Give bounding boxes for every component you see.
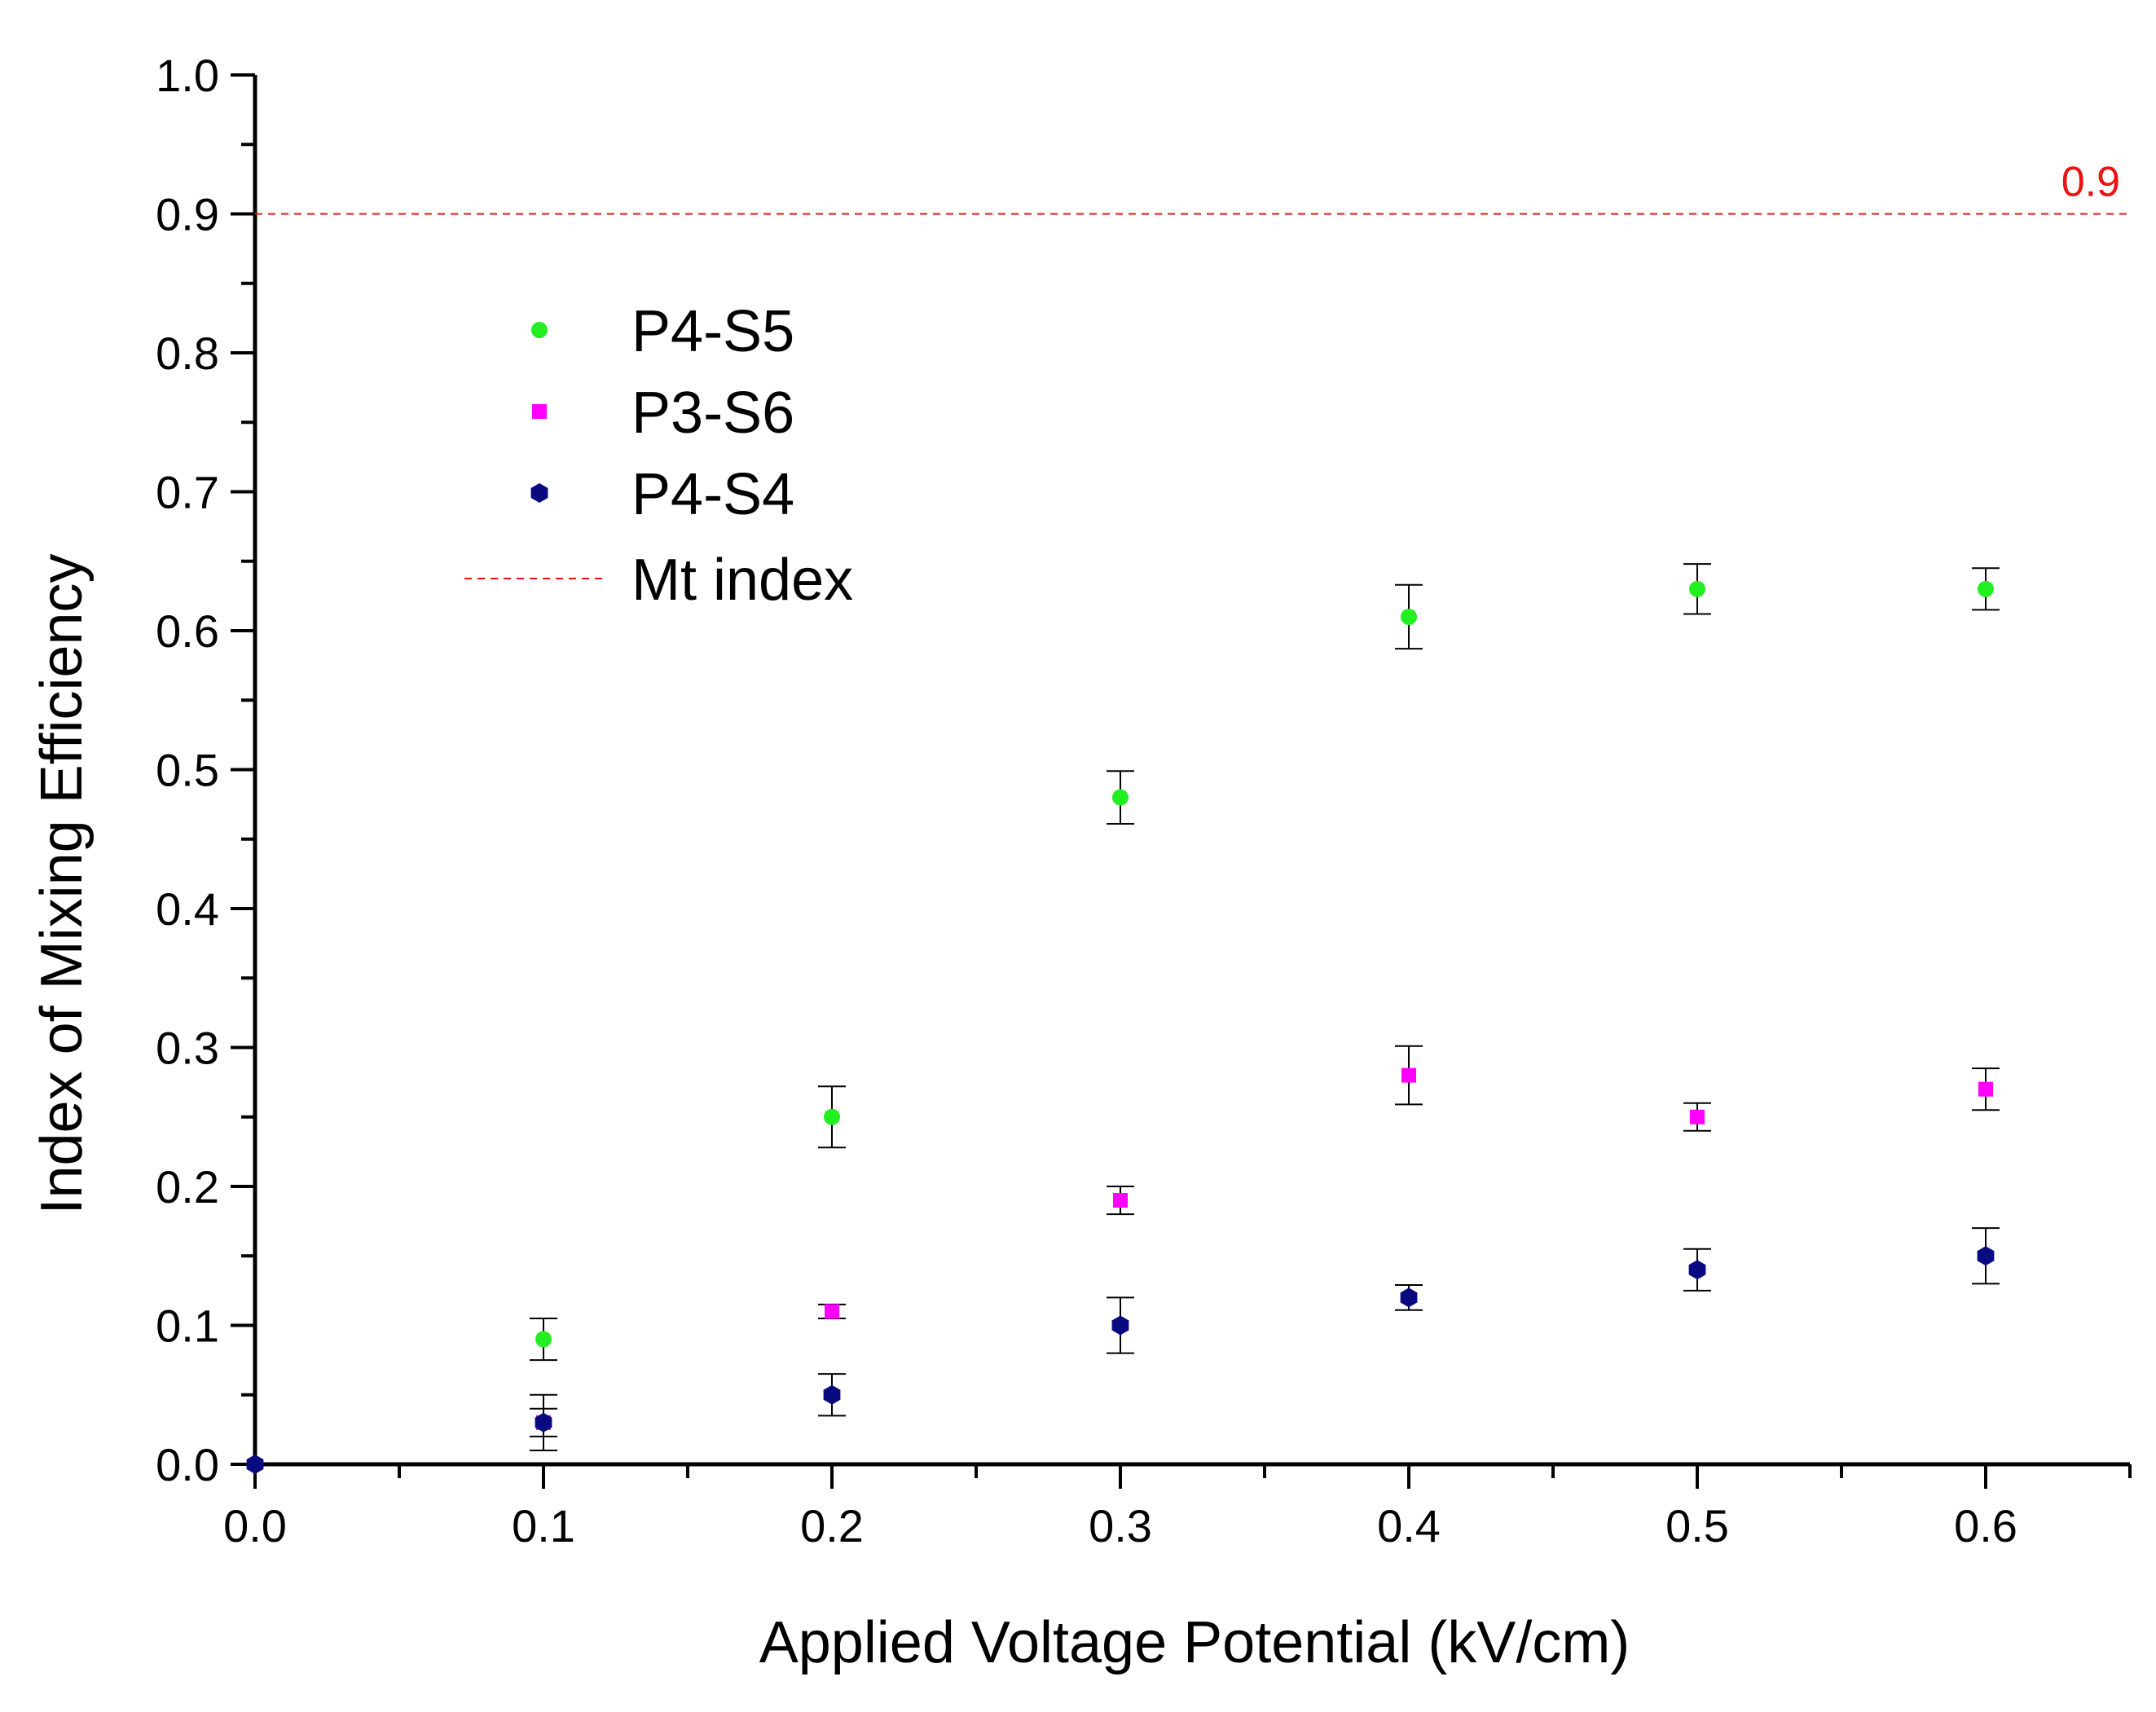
series-p4-s4 [246,1227,2000,1474]
x-tick-label: 0.4 [1377,1500,1441,1551]
legend-marker [532,404,547,419]
reference-line-label: 0.9 [2061,159,2120,206]
data-point [824,1108,840,1125]
legend-label: Mt index [631,548,853,613]
x-tick-label: 0.6 [1954,1500,2017,1551]
data-point [825,1304,839,1319]
data-point [535,1412,552,1433]
y-tick-label: 0.2 [156,1161,219,1212]
legend-item-p4-s5: P4-S5 [531,299,794,364]
y-axis-title: Index of Mixing Efficiency [29,553,95,1214]
data-point [823,1384,841,1405]
legend-marker [530,483,548,503]
legend-item-mt-index: Mt index [464,548,853,613]
x-axis-title: Applied Voltage Potential (kV/cm) [759,1610,1630,1675]
y-tick-label: 0.3 [156,1023,219,1074]
data-point [1978,1081,1993,1097]
x-tick-label: 0.5 [1665,1500,1729,1551]
axis-ticks: 0.0 0.1 0.2 0.3 0.4 0.5 0.6 0.7 0.8 0.9 1.0 0.0 0.1 0… [156,50,2132,1551]
data-point [535,1331,552,1348]
legend-item-p3-s6: P3-S6 [532,381,794,446]
x-tick-label: 0.1 [512,1500,575,1551]
y-tick-label: 0.6 [156,605,219,657]
series-p4-s5 [530,563,2000,1362]
x-tick-label: 0.3 [1089,1500,1152,1551]
data-point [1689,580,1705,597]
data-point [1690,1109,1705,1124]
data-point [1113,1193,1128,1208]
data-marks [246,563,2000,1474]
data-point [1688,1260,1706,1280]
data-point [1401,608,1417,625]
x-tick-label: 0.2 [800,1500,864,1551]
data-point [1978,580,1994,597]
data-point [1112,789,1129,806]
legend-label: P4-S4 [631,462,794,527]
y-tick-label: 0.5 [156,745,219,796]
y-tick-label: 0.4 [156,883,219,935]
y-tick-label: 0.0 [156,1439,219,1490]
legend-label: P4-S5 [631,299,794,364]
data-point [1400,1287,1418,1308]
y-tick-label: 1.0 [156,50,219,101]
y-tick-label: 0.1 [156,1301,219,1352]
data-point [1401,1067,1416,1083]
legend: P4-S5 P3-S6 P4-S4 Mt index [464,299,853,613]
y-tick-label: 0.9 [156,189,219,240]
data-point [1977,1246,1995,1266]
x-tick-label: 0.0 [223,1500,287,1551]
reference-line-group: 0.9 [255,159,2130,215]
series-p3-s6 [530,1045,2000,1437]
legend-marker [531,322,548,338]
y-tick-label: 0.8 [156,328,219,379]
data-point [1111,1315,1129,1336]
y-tick-label: 0.7 [156,467,219,518]
legend-item-p4-s4: P4-S4 [530,462,794,527]
legend-label: P3-S6 [631,381,794,446]
data-point [246,1455,264,1474]
axes [253,75,2130,1467]
